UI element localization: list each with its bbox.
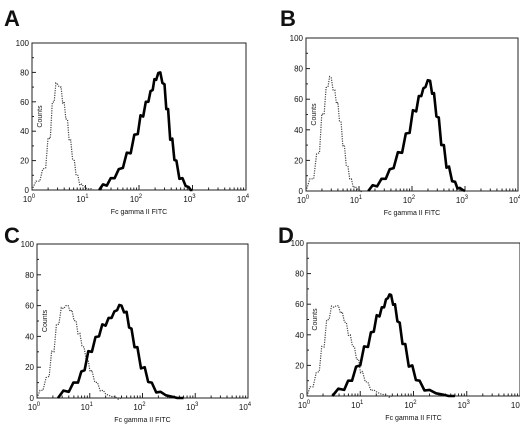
y-tick-label: 100 [291,239,305,248]
x-tick-label: 103 [186,402,199,412]
y-tick-label: 20 [25,363,34,372]
x-tick-label: 103 [456,195,469,205]
y-tick-label: 20 [20,157,29,166]
y-tick-label: 80 [294,65,303,74]
x-tick-label: 104 [509,195,520,205]
x-tick-label: 101 [350,195,363,205]
panel-letter: A [4,6,20,31]
panel-b: B 0 20 40 60 80 100 100 101 102 103 104 Fc gamma II … [280,6,520,217]
y-tick-label: 0 [300,392,305,401]
y-tick-label: 0 [30,394,35,403]
x-tick-label: 102 [133,402,146,412]
y-tick-label: 100 [290,34,304,43]
y-tick-label: 0 [25,186,30,195]
x-axis-title: Fc gamma II FITC [385,415,441,422]
y-tick-label: 40 [20,127,29,136]
x-tick-label: 104 [511,400,520,410]
y-tick-label: 0 [299,187,304,196]
x-axis-title: Fc gamma II FITC [114,417,170,424]
y-axis-title: Counts [312,308,319,331]
x-axis-title: Fc gamma II FITC [111,209,167,216]
x-tick-label: 104 [239,402,252,412]
panel-letter: D [278,223,294,248]
panel-c: C 0 20 40 60 80 100 100 101 102 103 104 Fc gamma II … [4,223,252,424]
y-tick-label: 60 [294,95,303,104]
y-tick-label: 60 [20,98,29,107]
stained-histogram [98,71,193,192]
plot-frame [31,42,247,191]
panel-a: A 0 20 40 60 80 100 100 101 102 103 104 Fc gamma II … [4,6,250,216]
x-tick-label: 102 [404,400,417,410]
y-tick-label: 40 [25,332,34,341]
stained-histogram [56,303,184,400]
x-tick-label: 101 [351,400,364,410]
plot-frame [36,243,249,399]
control-histogram [306,305,393,398]
panel-d: D 0 20 40 60 80 100 100 101 102 103 104 Fc gamma II … [278,223,520,422]
x-tick-label: 100 [298,400,311,410]
x-tick-label: 102 [130,194,143,204]
y-axis-title: Counts [311,103,318,126]
control-histogram [305,75,364,193]
y-tick-label: 80 [20,68,29,77]
stained-histogram [331,293,455,398]
x-tick-label: 103 [458,400,471,410]
control-histogram [31,81,94,191]
y-tick-label: 20 [294,156,303,165]
y-axis-title: Counts [37,105,44,128]
x-tick-label: 100 [23,194,36,204]
y-tick-label: 100 [21,240,35,249]
y-tick-label: 20 [295,361,304,370]
y-tick-label: 80 [295,270,304,279]
x-tick-label: 103 [183,194,196,204]
stained-histogram [367,78,466,193]
y-tick-label: 100 [16,39,30,48]
panel-letter: B [280,6,296,31]
y-axis-title: Counts [42,309,49,332]
control-histogram [36,305,122,400]
x-axis-title: Fc gamma II FITC [384,210,440,217]
x-tick-label: 100 [297,195,310,205]
y-tick-label: 40 [295,331,304,340]
x-tick-label: 102 [403,195,416,205]
panel-letter: C [4,223,20,248]
y-tick-label: 40 [294,126,303,135]
y-tick-label: 80 [25,271,34,280]
x-tick-label: 101 [81,402,94,412]
y-tick-label: 60 [25,302,34,311]
x-tick-label: 101 [76,194,89,204]
x-tick-label: 104 [237,194,250,204]
x-tick-label: 100 [28,402,41,412]
y-tick-label: 60 [295,300,304,309]
